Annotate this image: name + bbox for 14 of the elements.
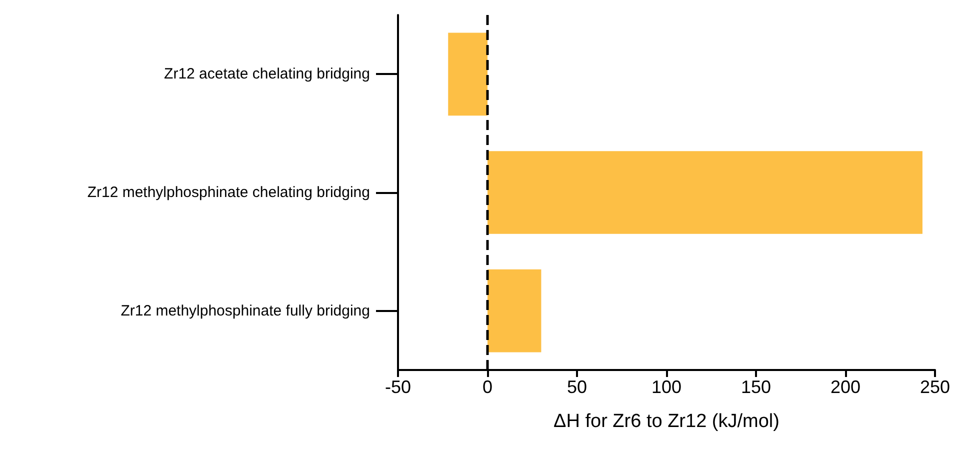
y-tick-label: Zr12 methylphosphinate fully bridging [120, 302, 370, 320]
bar [448, 32, 488, 116]
bar [488, 269, 542, 352]
x-tick-label: 0 [482, 377, 493, 397]
x-tick-label: 200 [830, 377, 861, 397]
x-tick-label: -50 [384, 377, 412, 397]
x-tick-label: 150 [740, 377, 772, 397]
bar [488, 151, 922, 234]
y-tick-label: Zr12 methylphosphinate chelating bridging [87, 184, 370, 201]
y-tick-label: Zr12 acetate chelating bridging [164, 66, 370, 83]
x-tick-label: 100 [651, 377, 682, 397]
x-axis-title: ΔH for Zr6 to Zr12 (kJ/mol) [554, 411, 780, 432]
x-tick-label: 250 [920, 377, 950, 397]
x-tick-label: 50 [566, 377, 588, 397]
